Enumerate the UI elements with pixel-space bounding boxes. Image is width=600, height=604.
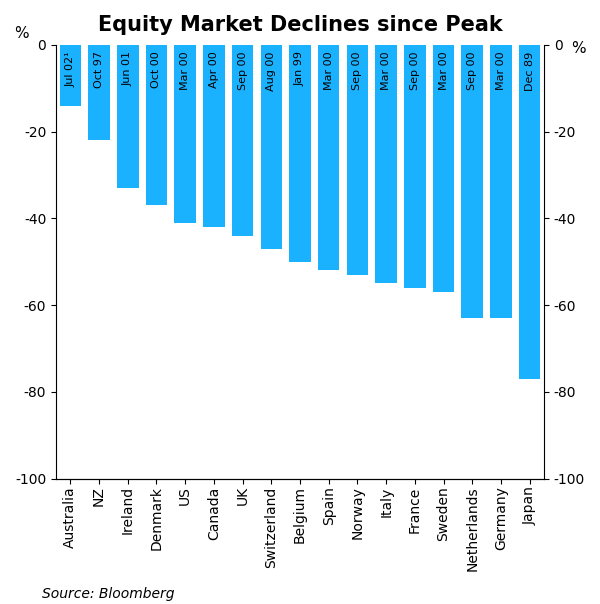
Y-axis label: %: % [14, 25, 29, 40]
Text: Oct 00: Oct 00 [151, 51, 161, 88]
Text: Jun 01: Jun 01 [123, 51, 133, 86]
Text: Sep 00: Sep 00 [410, 51, 420, 90]
Text: Aug 00: Aug 00 [266, 51, 276, 91]
Bar [404, 45, 425, 288]
Title: Equity Market Declines since Peak: Equity Market Declines since Peak [98, 15, 502, 35]
Bar [347, 45, 368, 275]
Bar [88, 45, 110, 140]
Bar [376, 45, 397, 283]
Bar [519, 45, 541, 379]
Text: Mar 00: Mar 00 [439, 51, 449, 90]
Bar [203, 45, 224, 227]
Text: Sep 00: Sep 00 [467, 51, 477, 90]
Bar [289, 45, 311, 262]
Bar [433, 45, 454, 292]
Bar [232, 45, 253, 236]
Text: Dec 89: Dec 89 [524, 51, 535, 91]
Bar [59, 45, 81, 106]
Bar [146, 45, 167, 205]
Bar [318, 45, 340, 271]
Text: Sep 00: Sep 00 [238, 51, 248, 90]
Text: Jan 99: Jan 99 [295, 51, 305, 86]
Bar [490, 45, 512, 318]
Bar [117, 45, 139, 188]
Bar [461, 45, 483, 318]
Text: Oct 97: Oct 97 [94, 51, 104, 88]
Bar [175, 45, 196, 223]
Text: Source: Bloomberg: Source: Bloomberg [42, 587, 175, 601]
Text: Mar 00: Mar 00 [496, 51, 506, 90]
Bar [260, 45, 282, 249]
Text: Mar 00: Mar 00 [324, 51, 334, 90]
Text: Jul 02¹: Jul 02¹ [65, 51, 76, 87]
Text: Apr 00: Apr 00 [209, 51, 219, 88]
Y-axis label: %: % [571, 40, 586, 56]
Text: Mar 00: Mar 00 [180, 51, 190, 90]
Text: Sep 00: Sep 00 [352, 51, 362, 90]
Text: Mar 00: Mar 00 [381, 51, 391, 90]
